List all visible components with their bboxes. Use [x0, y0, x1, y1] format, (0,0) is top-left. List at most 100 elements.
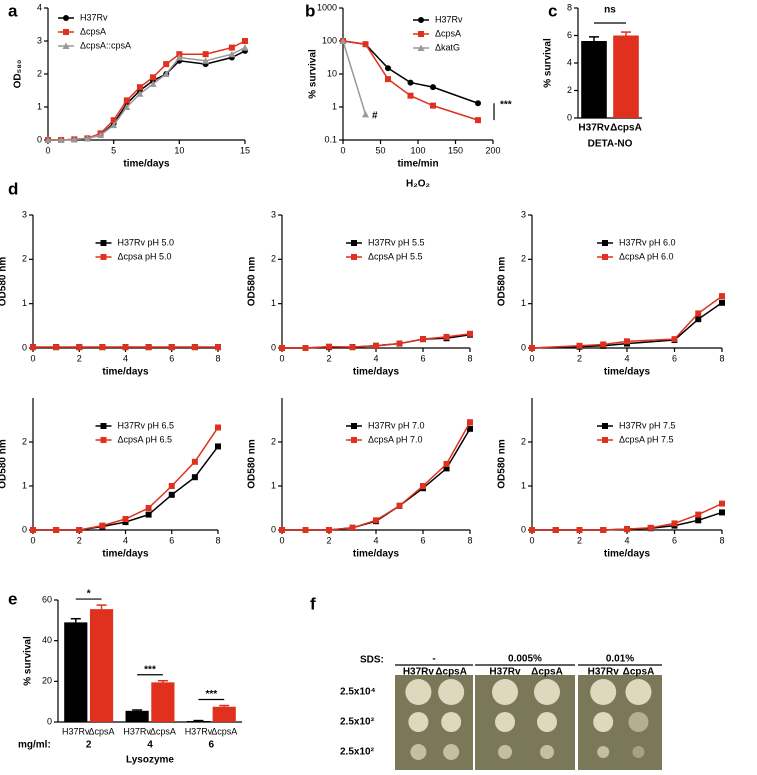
- y-tick-label: 0: [37, 134, 42, 144]
- data-point: [467, 330, 473, 337]
- data-point: [279, 527, 285, 533]
- data-point: [150, 74, 157, 81]
- data-point: [175, 54, 183, 61]
- y-tick-label: 4: [567, 57, 572, 67]
- x-tick-label: ΔcpsA: [610, 123, 642, 134]
- y-tick-label: 4: [37, 2, 42, 12]
- data-point: [191, 474, 198, 481]
- legend-marker: [100, 254, 107, 260]
- data-point: [475, 117, 481, 124]
- x-tick-label: H37Rv: [578, 123, 610, 134]
- x-axis-label: Lysozyme: [126, 755, 174, 766]
- data-point: [529, 527, 535, 533]
- legend-marker: [100, 240, 107, 246]
- data-point: [719, 293, 725, 300]
- data-point: [162, 70, 170, 77]
- legend-marker: [351, 254, 357, 260]
- data-point: [215, 424, 221, 431]
- x-tick-label: 0: [340, 145, 345, 155]
- bar: [613, 35, 639, 118]
- series-line: [532, 502, 723, 531]
- strain-label: ΔcpsA: [435, 667, 467, 678]
- legend-label: H37Rv pH 6.0: [619, 237, 676, 247]
- data-point: [349, 344, 356, 351]
- concentration: -: [432, 654, 435, 665]
- data-point: [76, 527, 83, 533]
- legend-label: H37Rv pH 5.5: [368, 237, 425, 247]
- data-point: [326, 527, 332, 533]
- data-point: [191, 344, 198, 351]
- y-tick-label: 1: [37, 101, 42, 111]
- bar-label: H37Rv: [62, 726, 90, 736]
- data-point: [122, 344, 129, 351]
- data-point: [467, 419, 473, 426]
- data-point: [467, 425, 473, 432]
- x-tick-label: 2: [77, 535, 82, 545]
- data-point: [30, 344, 36, 351]
- x-tick-label: 4: [373, 535, 378, 545]
- data-point: [145, 505, 152, 511]
- y-axis-label: OD580 nm: [497, 257, 508, 307]
- data-point: [552, 527, 559, 533]
- data-point: [168, 344, 175, 351]
- y-tick-label: 1: [332, 101, 337, 111]
- strain-label: H37Rv: [588, 667, 620, 678]
- x-tick-label: 8: [467, 535, 472, 545]
- y-tick-label: 1000: [317, 2, 337, 12]
- data-point: [624, 338, 630, 345]
- y-tick-label: 2: [22, 436, 27, 446]
- series-line: [48, 46, 246, 141]
- x-tick-label: 8: [215, 535, 220, 545]
- data-point: [624, 526, 630, 533]
- legend-marker: [351, 437, 357, 443]
- panel-label: d: [8, 179, 18, 198]
- x-tick-label: 2: [577, 535, 582, 545]
- bar: [186, 720, 211, 722]
- colony-spot: [410, 744, 427, 760]
- colony-spot: [597, 746, 610, 758]
- data-point: [719, 299, 725, 306]
- x-tick-label: 4: [373, 353, 378, 363]
- data-point: [76, 344, 83, 351]
- data-point: [373, 342, 379, 349]
- subtitle: H₂O₂: [406, 179, 430, 190]
- legend-marker: [63, 15, 69, 21]
- data-point: [576, 342, 583, 349]
- x-tick-label: 10: [174, 145, 184, 155]
- data-point: [57, 136, 65, 143]
- y-axis-label: % survival: [543, 38, 554, 88]
- data-point: [97, 131, 105, 139]
- data-point: [136, 84, 143, 91]
- x-tick-label: 200: [485, 145, 500, 155]
- series-line: [342, 40, 367, 115]
- x-axis-label: time/min: [397, 159, 438, 170]
- colony-spot: [405, 679, 432, 705]
- x-tick-label: 0: [529, 535, 534, 545]
- colony-spot: [537, 712, 557, 732]
- y-tick-label: 40: [42, 635, 52, 645]
- legend-label: ΔcpsA::cpsA: [80, 40, 131, 50]
- colony-spot: [443, 744, 460, 760]
- x-tick-label: 2: [326, 535, 331, 545]
- legend-marker: [100, 437, 107, 443]
- data-point: [529, 345, 535, 351]
- panel-label: e: [8, 589, 17, 608]
- bar-label: H37Rv: [185, 726, 213, 736]
- data-point: [163, 61, 170, 68]
- data-point: [302, 345, 309, 351]
- y-tick-label: 20: [42, 676, 52, 686]
- data-point: [362, 110, 369, 118]
- y-tick-label: 1: [271, 298, 276, 308]
- y-tick-label: 2: [271, 436, 276, 446]
- x-tick-label: 0: [30, 353, 35, 363]
- data-point: [44, 136, 52, 143]
- annotation: ns: [604, 5, 616, 16]
- x-axis-label: time/days: [353, 367, 400, 378]
- x-axis-label: time/days: [102, 549, 149, 560]
- dilution-label: 2.5x10⁴: [340, 687, 376, 698]
- legend-label: ΔcpsA pH 5.5: [368, 251, 423, 261]
- data-point: [110, 117, 117, 124]
- data-point: [326, 343, 332, 350]
- bar: [212, 706, 236, 722]
